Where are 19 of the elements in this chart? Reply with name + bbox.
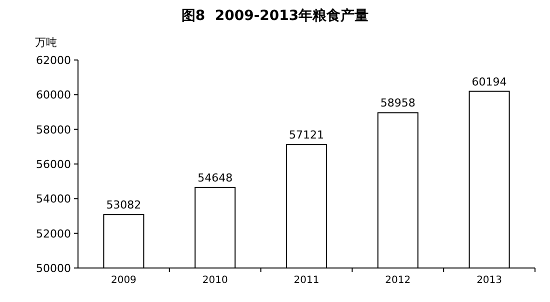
x-tick-label: 2010: [202, 275, 228, 286]
y-tick-label: 60000: [36, 88, 71, 102]
data-label: 57121: [289, 128, 324, 142]
y-tick-label: 54000: [36, 192, 71, 206]
y-tick-label: 62000: [36, 54, 71, 67]
chart-title: 图8 2009-2013年粮食产量: [181, 7, 369, 24]
y-tick-label: 52000: [36, 227, 71, 240]
y-axis-title: 万吨: [35, 36, 57, 49]
y-tick-label: 50000: [36, 262, 71, 275]
data-label: 53082: [106, 198, 142, 212]
y-tick-label: 56000: [36, 158, 71, 171]
data-label: 58958: [380, 96, 416, 110]
x-tick-label: 2009: [110, 275, 136, 286]
data-label: 60194: [472, 75, 507, 88]
y-tick-label: 58000: [36, 123, 71, 136]
x-tick-label: 2011: [294, 275, 320, 286]
x-tick-label: 2012: [385, 275, 411, 286]
x-tick-label: 2013: [476, 275, 502, 286]
data-label: 54648: [198, 171, 233, 184]
